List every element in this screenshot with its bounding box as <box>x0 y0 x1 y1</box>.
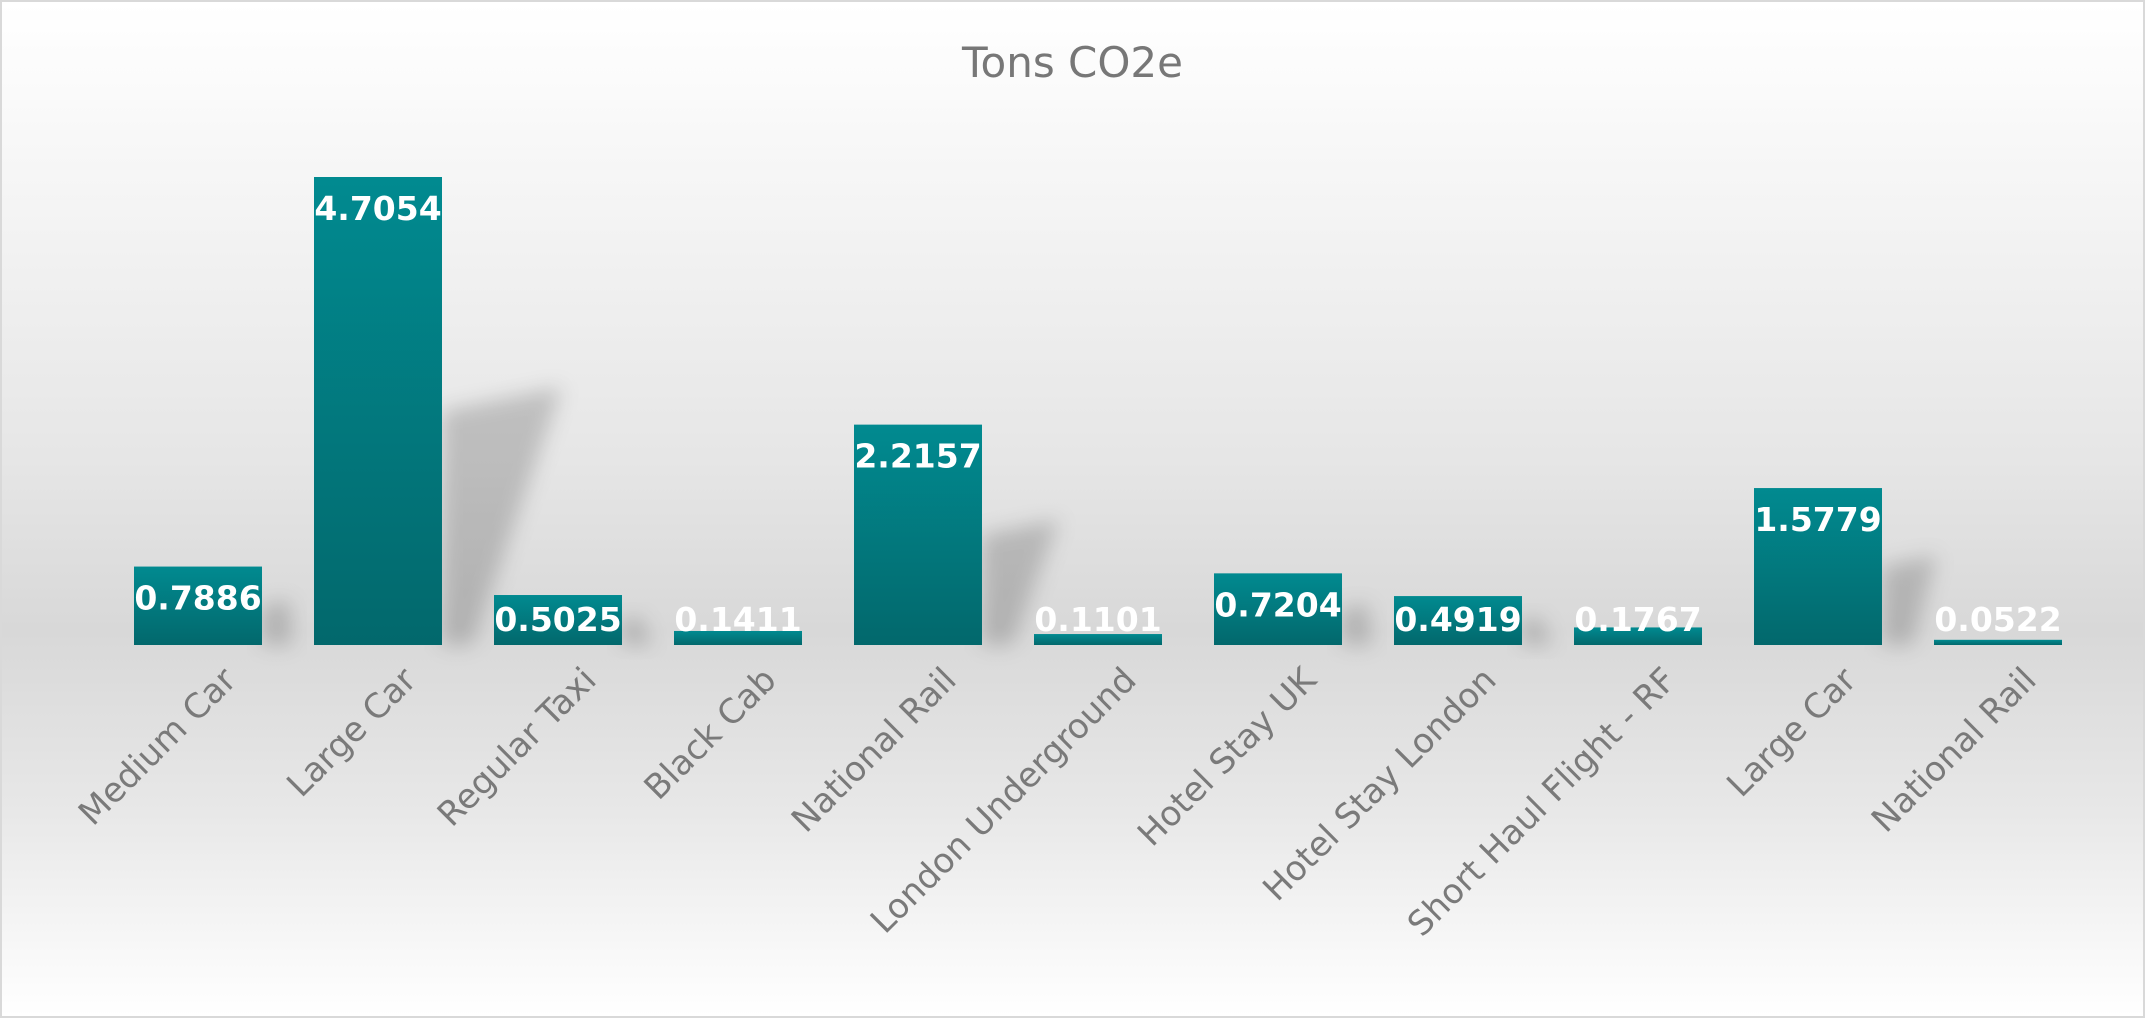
bar <box>1934 639 2062 645</box>
bar-shadow <box>1522 617 1552 645</box>
data-label: 0.1101 <box>1034 600 1161 639</box>
category-label: Large Car <box>279 660 424 805</box>
data-label: 1.5779 <box>1754 500 1881 539</box>
data-label: 0.1411 <box>674 600 801 639</box>
data-label: 0.5025 <box>494 600 621 639</box>
bars-group <box>134 177 2062 645</box>
chart-title: Tons CO2e <box>961 38 1183 87</box>
category-label: Large Car <box>1719 660 1864 805</box>
data-label: 0.1767 <box>1574 600 1701 639</box>
bar <box>314 177 442 645</box>
data-label: 0.0522 <box>1934 600 2061 639</box>
bar-shadows <box>262 387 1937 645</box>
bar-shadow <box>1882 555 1937 645</box>
bar <box>1034 634 1162 645</box>
bar-shadow <box>622 616 652 645</box>
bar-shadow <box>982 519 1060 645</box>
category-label: Regular Taxi <box>430 660 604 834</box>
category-label: Hotel Stay UK <box>1130 659 1325 854</box>
bar <box>1574 627 1702 645</box>
data-label: 4.7054 <box>314 189 441 228</box>
bar-shadow <box>442 387 562 645</box>
bar-shadow <box>1342 604 1372 645</box>
category-label: National Rail <box>784 660 964 840</box>
bar <box>494 595 622 645</box>
bar <box>674 630 802 645</box>
bar <box>854 424 982 645</box>
data-label: 2.2157 <box>854 437 981 476</box>
data-label: 0.7204 <box>1214 585 1341 624</box>
bar-shadow <box>262 600 292 645</box>
data-label: 0.7886 <box>134 579 261 618</box>
bar <box>1214 573 1342 645</box>
category-label: National Rail <box>1864 660 2044 840</box>
bar <box>134 566 262 645</box>
bar <box>1394 596 1522 645</box>
value-labels-group: 0.7886 4.7054 0.5025 0.1411 2.2157 0.1101 0.72… <box>134 189 2061 639</box>
category-label: Medium Car <box>71 660 244 833</box>
data-label: 0.4919 <box>1394 600 1521 639</box>
category-label: Black Cab <box>637 660 785 808</box>
bar <box>1754 488 1882 645</box>
category-labels-group: Medium Car Large Car Regular Taxi Black Cab… <box>71 659 2044 945</box>
